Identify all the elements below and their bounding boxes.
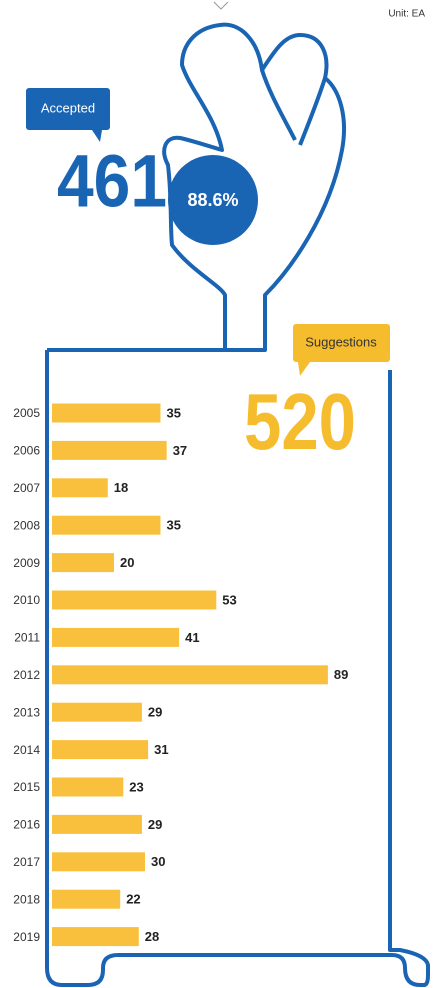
category-label: 2006 (13, 444, 40, 458)
unit-label: Unit: EA (388, 9, 425, 20)
category-label: 2014 (13, 743, 40, 757)
bar (52, 440, 167, 460)
value-label: 22 (126, 892, 140, 907)
rate-value: 88.6% (187, 190, 238, 210)
category-label: 2019 (13, 930, 40, 944)
rate-circle (168, 155, 258, 245)
category-label: 2007 (13, 481, 40, 495)
bar (52, 627, 180, 647)
badge-pointer (298, 362, 310, 376)
value-label: 41 (185, 630, 199, 645)
category-label: 2013 (13, 705, 40, 719)
chevron (213, 1, 229, 10)
category-label: 2017 (13, 855, 40, 869)
bar (52, 740, 149, 760)
bar (52, 590, 217, 610)
bar (52, 403, 161, 423)
bar (52, 777, 124, 797)
bar (52, 665, 328, 685)
category-label: 2015 (13, 780, 40, 794)
value-label: 28 (145, 929, 159, 944)
bar (52, 553, 114, 573)
category-label: 2016 (13, 818, 40, 832)
value-label: 18 (114, 480, 128, 495)
bar (52, 702, 142, 722)
bar (52, 478, 108, 498)
category-label: 2010 (13, 593, 40, 607)
value-label: 35 (167, 518, 181, 533)
suggestions-badge (293, 324, 390, 362)
hand-outline (45, 22, 430, 987)
value-label: 37 (173, 443, 187, 458)
value-label: 31 (154, 742, 168, 757)
value-label: 20 (120, 555, 134, 570)
suggestions-value: 520 (244, 377, 356, 466)
accepted-label: Accepted (41, 100, 95, 115)
bar (52, 889, 121, 909)
category-label: 2005 (13, 406, 40, 420)
value-label: 89 (334, 667, 348, 682)
badge-pointer (92, 130, 102, 142)
category-label: 2011 (14, 631, 40, 645)
category-label: 2018 (13, 892, 40, 906)
value-label: 29 (148, 705, 162, 720)
finger-line (260, 69, 327, 146)
suggestions-label: Suggestions (305, 334, 377, 349)
bar (52, 927, 139, 947)
value-label: 30 (151, 854, 165, 869)
bar (52, 814, 142, 834)
value-label: 35 (167, 405, 181, 420)
category-label: 2009 (13, 556, 40, 570)
bar (52, 852, 145, 872)
bar (52, 515, 161, 535)
value-label: 29 (148, 817, 162, 832)
category-label: 2008 (13, 518, 40, 532)
value-label: 23 (129, 779, 143, 794)
accepted-value: 461 (57, 140, 167, 223)
category-label: 2012 (13, 668, 40, 682)
value-label: 53 (222, 592, 236, 607)
accepted-badge (26, 88, 110, 130)
